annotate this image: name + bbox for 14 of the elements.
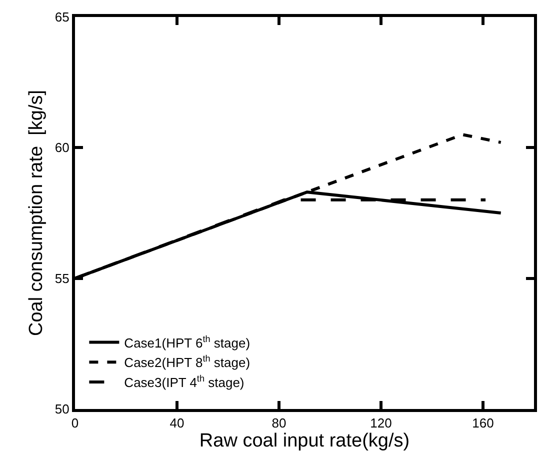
x-tick-label: 80 [272,416,286,431]
x-tick-label: 40 [170,416,184,431]
legend-label: Case2(HPT 8$^{th}$ stage) [124,354,250,370]
x-tick-label: 160 [472,416,494,431]
y-tick-label: 55 [54,270,70,286]
x-axis-title: Raw coal input rate(kg/s) [199,430,410,452]
y-tick-label: 65 [54,10,70,25]
legend-label: Case1(HPT 6$^{th}$ stage) [124,334,250,350]
y-tick-label: 50 [54,402,70,417]
legend-label: Case3(IPT 4$^{th}$ stage) [124,374,244,390]
y-axis-title: Coal consumption rate [kg/s] [26,90,47,336]
x-tick-label: 0 [71,416,79,431]
y-tick-label: 60 [54,140,70,156]
x-tick-label: 120 [370,416,392,431]
